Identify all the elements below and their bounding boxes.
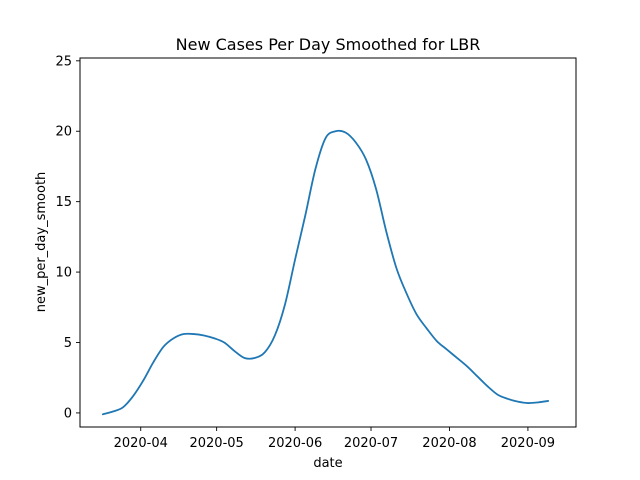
plot-area — [101, 129, 550, 416]
y-tick-label: 25 — [55, 54, 72, 69]
chart-title: New Cases Per Day Smoothed for LBR — [176, 35, 481, 54]
x-tick-label: 2020-06 — [268, 436, 322, 451]
x-tick-label: 2020-05 — [189, 436, 243, 451]
y-tick-label: 15 — [55, 195, 72, 210]
x-tick-label: 2020-04 — [114, 436, 168, 451]
x-tick-label: 2020-08 — [422, 436, 476, 451]
plot-frame — [79, 57, 577, 428]
y-tick-label: 20 — [55, 125, 72, 140]
series-line-0 — [101, 129, 550, 416]
y-axis: 0 5 10 15 20 25 — [55, 54, 80, 421]
x-axis-label: date — [313, 456, 342, 471]
x-tick-label: 2020-07 — [344, 436, 398, 451]
y-axis-label: new_per_day_smooth — [34, 172, 49, 313]
x-axis: 2020-04 2020-05 2020-06 2020-07 2020-08 2020-… — [114, 427, 555, 451]
y-tick-label: 0 — [64, 406, 72, 421]
y-tick-label: 10 — [55, 266, 72, 281]
x-tick-label: 2020-09 — [501, 436, 555, 451]
y-tick-label: 5 — [64, 336, 72, 351]
